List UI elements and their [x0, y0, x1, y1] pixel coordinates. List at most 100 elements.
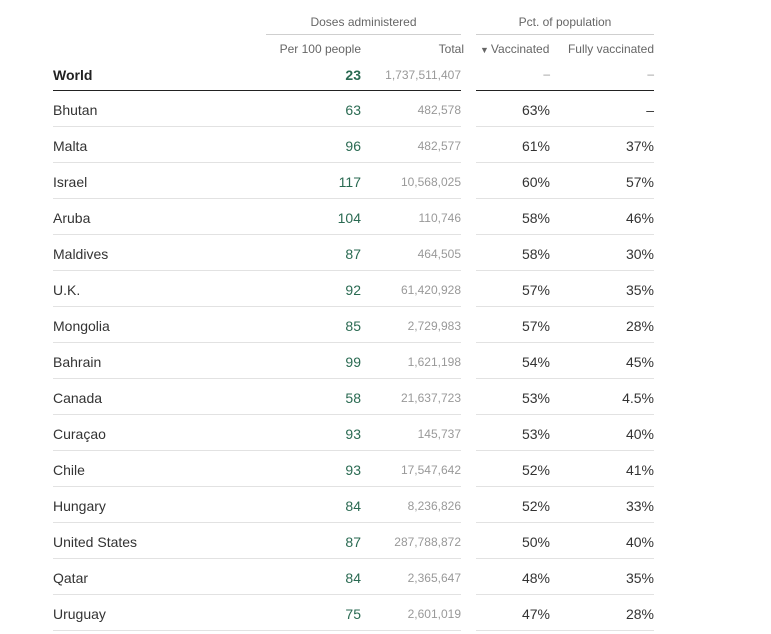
pct-fully-vaccinated: 46%	[625, 210, 654, 226]
doses-per-100: 75	[345, 606, 361, 622]
pct-vaccinated: 50%	[521, 534, 550, 550]
world-name: World	[53, 67, 93, 83]
row-divider	[476, 342, 654, 343]
doses-total: 1,621,198	[407, 355, 461, 369]
row-divider	[53, 594, 461, 595]
doses-per-100: 93	[345, 426, 361, 442]
row-divider	[53, 234, 461, 235]
table-row: Israel 117 10,568,025 60% 57%	[53, 163, 654, 199]
country-name: Malta	[53, 138, 88, 154]
row-divider	[53, 522, 461, 523]
pct-fully-vaccinated: 41%	[625, 462, 654, 478]
table-row: Mongolia 85 2,729,983 57% 28%	[53, 307, 654, 343]
pct-of-population-group-header: Pct. of population	[476, 15, 654, 35]
row-divider	[476, 270, 654, 271]
world-total: 1,737,511,407	[385, 68, 461, 82]
row-divider	[476, 162, 654, 163]
pct-vaccinated: 63%	[521, 102, 550, 118]
country-name: United States	[53, 534, 138, 550]
table-row: Hungary 84 8,236,826 52% 33%	[53, 487, 654, 523]
doses-per-100: 93	[345, 462, 361, 478]
row-divider	[53, 306, 461, 307]
row-divider	[53, 378, 461, 379]
row-divider	[476, 414, 654, 415]
pct-vaccinated: 52%	[521, 462, 550, 478]
table-row: U.K. 92 61,420,928 57% 35%	[53, 271, 654, 307]
table-row: Aruba 104 110,746 58% 46%	[53, 199, 654, 235]
row-divider	[476, 126, 654, 127]
doses-per-100: 63	[345, 102, 361, 118]
pct-fully-vaccinated: 35%	[625, 282, 654, 298]
row-divider	[476, 378, 654, 379]
pct-vaccinated: 61%	[521, 138, 550, 154]
pct-vaccinated: 57%	[521, 282, 550, 298]
row-divider	[476, 198, 654, 199]
doses-total: 145,737	[417, 427, 461, 441]
fully-vaccinated-column-header[interactable]: Fully vaccinated	[567, 42, 654, 56]
row-divider	[476, 522, 654, 523]
doses-per-100: 85	[345, 318, 361, 334]
vaccinated-column-header[interactable]: ▼ Vaccinated	[480, 42, 549, 56]
pct-fully-vaccinated: 40%	[625, 534, 654, 550]
pct-fully-vaccinated: 28%	[625, 318, 654, 334]
country-name: Uruguay	[53, 606, 106, 622]
doses-total: 17,547,642	[400, 463, 461, 477]
table-row: Bhutan 63 482,578 63% –	[53, 91, 654, 127]
country-name: Curaçao	[53, 426, 106, 442]
world-row: World 23 1,737,511,407 – –	[53, 64, 654, 90]
country-name: Aruba	[53, 210, 91, 226]
country-name: Israel	[53, 174, 88, 190]
doses-total: 61,420,928	[400, 283, 461, 297]
country-name: Canada	[53, 390, 103, 406]
doses-total: 482,578	[417, 103, 461, 117]
row-divider	[53, 630, 461, 631]
doses-per-100: 84	[345, 570, 361, 586]
doses-total: 2,729,983	[407, 319, 461, 333]
country-name: Qatar	[53, 570, 89, 586]
row-divider	[476, 594, 654, 595]
row-divider	[476, 306, 654, 307]
doses-per-100: 92	[345, 282, 361, 298]
doses-per-100: 99	[345, 354, 361, 370]
pct-fully-vaccinated: 45%	[625, 354, 654, 370]
country-name: Bhutan	[53, 102, 98, 118]
row-divider	[53, 450, 461, 451]
doses-per-100: 58	[345, 390, 361, 406]
doses-per-100: 104	[337, 210, 361, 226]
world-divider-right	[476, 90, 654, 91]
pct-fully-vaccinated: 28%	[625, 606, 654, 622]
world-fully-vaccinated: –	[647, 67, 654, 81]
row-divider	[476, 558, 654, 559]
doses-per-100: 96	[345, 138, 361, 154]
row-divider	[53, 486, 461, 487]
table-row: Qatar 84 2,365,647 48% 35%	[53, 559, 654, 595]
row-divider	[53, 414, 461, 415]
table-row: Malta 96 482,577 61% 37%	[53, 127, 654, 163]
row-divider	[53, 342, 461, 343]
total-column-header[interactable]: Total	[438, 42, 464, 56]
pct-fully-vaccinated: 35%	[625, 570, 654, 586]
table-row: Canada 58 21,637,723 53% 4.5%	[53, 379, 654, 415]
doses-administered-group-header: Doses administered	[266, 15, 461, 35]
pct-vaccinated: 57%	[521, 318, 550, 334]
pct-fully-vaccinated: 33%	[625, 498, 654, 514]
pct-vaccinated: 52%	[521, 498, 550, 514]
row-divider	[53, 270, 461, 271]
doses-total: 287,788,872	[394, 535, 461, 549]
sort-descending-icon: ▼	[480, 45, 489, 55]
pct-fully-vaccinated: 30%	[625, 246, 654, 262]
per-100-people-column-header[interactable]: Per 100 people	[279, 42, 361, 56]
doses-per-100: 87	[345, 246, 361, 262]
table-row: Uruguay 75 2,601,019 47% 28%	[53, 595, 654, 631]
doses-total: 21,637,723	[400, 391, 461, 405]
vaccinated-column-label: Vaccinated	[490, 42, 550, 56]
pct-vaccinated: 60%	[521, 174, 550, 190]
row-divider	[476, 234, 654, 235]
table-row: Bahrain 99 1,621,198 54% 45%	[53, 343, 654, 379]
pct-vaccinated: 48%	[521, 570, 550, 586]
pct-vaccinated: 53%	[521, 426, 550, 442]
row-divider	[476, 630, 654, 631]
row-divider	[53, 162, 461, 163]
row-divider	[476, 486, 654, 487]
row-divider	[53, 198, 461, 199]
